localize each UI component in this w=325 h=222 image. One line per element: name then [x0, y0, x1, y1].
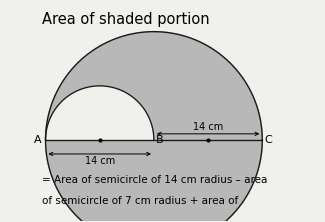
Text: A: A	[34, 135, 42, 145]
Text: C: C	[265, 135, 272, 145]
Text: of semicircle of 7 cm radius + area of: of semicircle of 7 cm radius + area of	[42, 196, 238, 206]
Text: 14 cm: 14 cm	[193, 122, 223, 132]
Polygon shape	[46, 32, 262, 222]
Text: 14 cm: 14 cm	[84, 156, 115, 166]
Text: Area of shaded portion: Area of shaded portion	[42, 12, 209, 27]
Text: B: B	[155, 135, 163, 145]
Text: = Area of semicircle of 14 cm radius – area: = Area of semicircle of 14 cm radius – a…	[42, 175, 267, 185]
Polygon shape	[46, 86, 154, 140]
